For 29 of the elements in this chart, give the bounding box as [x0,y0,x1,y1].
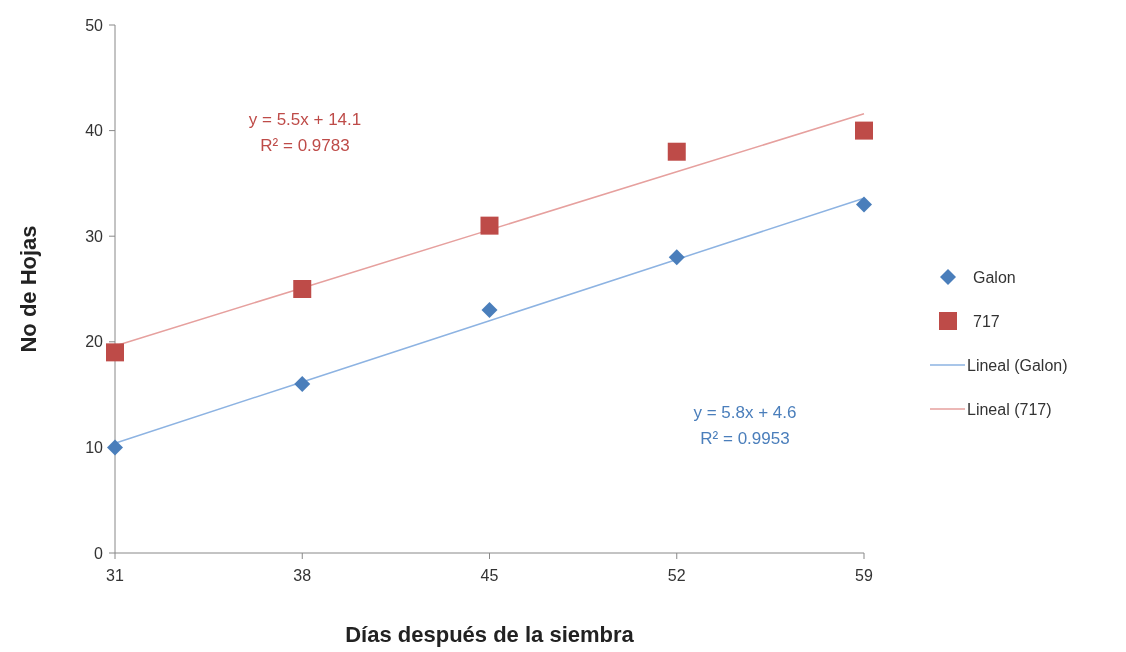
y-tick-label: 0 [94,544,104,562]
x-tick-label: 59 [855,567,873,584]
x-tick-label: 38 [293,567,312,584]
y-tick-label: 30 [85,227,104,245]
legend-label: 717 [973,312,1000,330]
y-tick-label: 20 [85,333,104,351]
x-tick-label: 45 [480,567,499,584]
point [294,376,311,393]
point [293,280,312,298]
x-axis-title: Días después de la siembra [345,622,635,647]
point [855,121,873,140]
point [856,196,872,213]
legend-label: Galon [973,268,1016,286]
y-tick-label: 50 [85,16,104,34]
point [668,249,685,266]
point [480,216,499,235]
annotation: y = 5.5x + 14.1 R² = 0.9783 [248,110,362,155]
x-tick-label: 52 [667,567,686,584]
y-tick-label: 10 [85,439,104,456]
annotation: y = 5.8x + 4.6 R² = 0.9953 [693,403,797,448]
y-axis-title: No de Hojas [16,225,41,353]
point [667,142,686,161]
legend-label: Lineal (Galon) [967,356,1068,374]
point [481,302,498,319]
x-tick-label: 31 [106,567,124,584]
point [107,439,123,456]
legend-label: Lineal (717) [967,400,1052,418]
y-tick-label: 40 [85,122,104,140]
point [106,343,124,362]
